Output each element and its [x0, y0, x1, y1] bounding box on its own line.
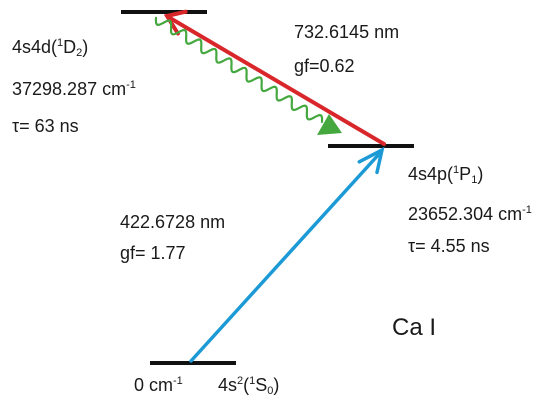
upper-level-term: 4s4d(1D2)	[12, 37, 89, 59]
red-transition-arrow	[163, 9, 386, 146]
red-transition-wavelength: 732.6145 nm	[294, 22, 400, 42]
green-wavy-line	[154, 16, 324, 124]
red-transition-gf: gf=0.62	[294, 56, 355, 76]
upper-level-energy: 37298.287 cm-1	[12, 79, 136, 99]
middle-level-term: 4s4p(1P1)	[408, 164, 484, 186]
blue-transition-arrow	[189, 146, 385, 363]
ground-level-term: 4s2(1S0)	[218, 375, 280, 397]
green-arrowhead	[317, 114, 342, 135]
ground-level-energy: 0 cm-1	[134, 375, 183, 395]
blue-transition-gf: gf= 1.77	[120, 243, 186, 263]
upper-level-lifetime: τ= 63 ns	[12, 116, 79, 136]
green-decay-arrow	[154, 16, 342, 135]
blue-transition-wavelength: 422.6728 nm	[120, 212, 226, 232]
middle-level-lifetime: τ= 4.55 ns	[408, 236, 490, 256]
species-label: Ca I	[392, 314, 437, 341]
middle-level-energy: 23652.304 cm-1	[408, 204, 532, 224]
